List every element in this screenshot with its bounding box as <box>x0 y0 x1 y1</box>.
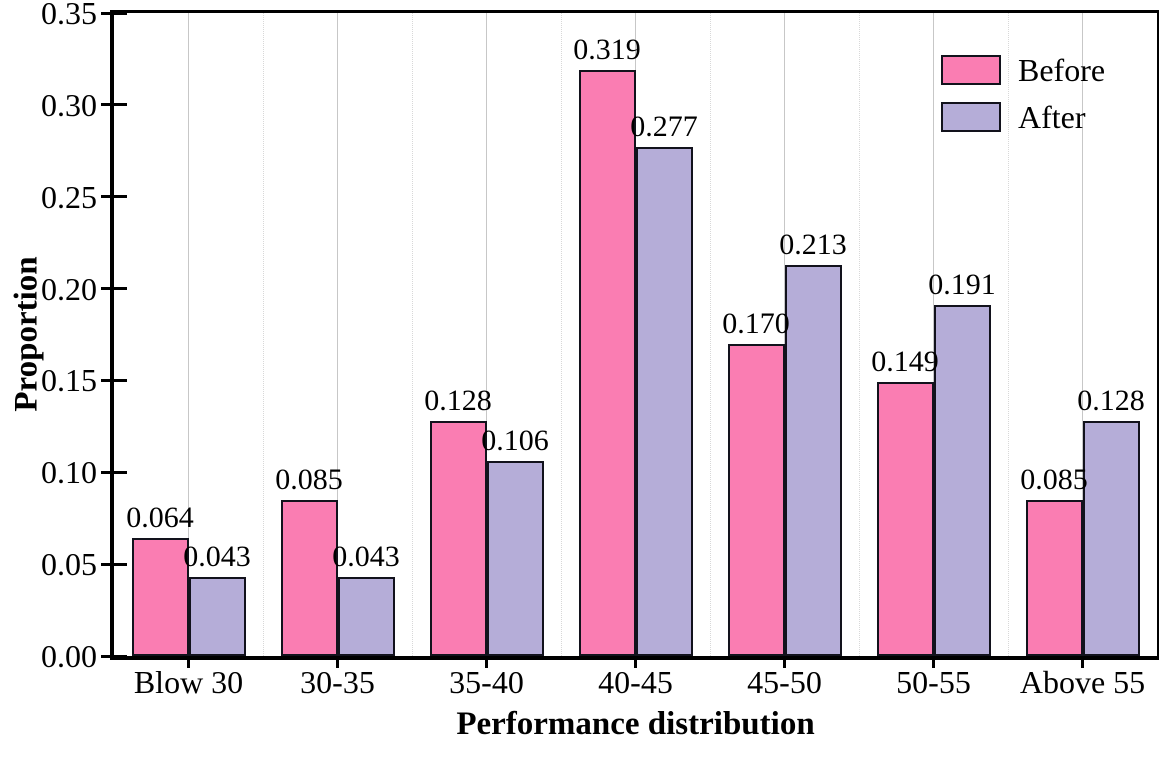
bar-before <box>131 538 189 656</box>
value-label-after: 0.106 <box>481 424 549 458</box>
legend-label-after: After <box>1018 99 1086 135</box>
value-label-after: 0.191 <box>928 268 996 302</box>
y-axis-tick <box>101 562 127 566</box>
bar-before <box>578 69 636 656</box>
value-label-before: 0.064 <box>126 501 194 535</box>
bar-after <box>188 577 246 656</box>
gridline-category-boundary <box>263 13 264 656</box>
y-axis-tick-label: 0.00 <box>41 638 97 674</box>
value-label-after: 0.213 <box>779 227 847 261</box>
gridline-category-center <box>187 13 190 656</box>
gridline-category-center <box>336 13 339 656</box>
y-axis-tick-label: 0.35 <box>41 0 97 31</box>
y-axis-tick-label: 0.25 <box>41 178 97 215</box>
legend-label-before: Before <box>1018 52 1106 88</box>
value-label-after: 0.128 <box>1077 383 1145 417</box>
y-axis-tick <box>101 470 127 474</box>
plot-area: 0.064 0.085 0.128 0.319 0.170 0.149 0.085 0.043… <box>110 10 1159 660</box>
bar-before <box>876 382 934 656</box>
value-label-before: 0.170 <box>722 306 790 340</box>
y-axis-tick <box>101 11 127 15</box>
y-axis-tick-label: 0.30 <box>41 86 97 123</box>
value-label-before: 0.085 <box>275 462 343 496</box>
bar-after <box>933 305 991 656</box>
value-label-after: 0.043 <box>332 540 400 574</box>
y-axis-tick-label: 0.15 <box>41 362 97 399</box>
y-axis-tick <box>101 378 127 382</box>
gridline-category-boundary <box>1008 13 1009 656</box>
gridline-category-center <box>485 13 488 656</box>
bar-after <box>337 577 395 656</box>
x-category-label: 50-55 <box>896 664 971 700</box>
legend-swatch-before <box>941 55 1001 85</box>
y-axis-tick-label: 0.20 <box>41 270 97 307</box>
bar-after <box>1082 420 1140 656</box>
value-label-before: 0.085 <box>1020 462 1088 496</box>
bar-after <box>784 264 842 656</box>
bar-before <box>429 420 487 656</box>
bar-before <box>280 499 338 656</box>
legend-swatch-after <box>941 102 1001 132</box>
x-axis-title: Performance distribution <box>456 706 815 742</box>
x-category-label: Blow 30 <box>133 664 244 700</box>
x-category-label: 40-45 <box>598 664 673 700</box>
bar-before <box>1025 499 1083 656</box>
y-axis-tick <box>101 195 127 199</box>
y-axis-tick <box>101 287 127 291</box>
x-category-label: 35-40 <box>449 664 524 700</box>
gridline-category-boundary <box>710 13 711 656</box>
value-label-before: 0.128 <box>424 383 492 417</box>
value-label-before: 0.319 <box>573 32 641 66</box>
value-label-after: 0.277 <box>630 110 698 144</box>
x-category-label: Above 55 <box>1019 664 1146 700</box>
x-category-label: 45-50 <box>747 664 822 700</box>
value-label-before: 0.149 <box>871 345 939 379</box>
legend: Before After <box>941 53 1105 147</box>
x-category-label: 30-35 <box>300 664 375 700</box>
legend-row-after: After <box>941 100 1105 134</box>
bar-before <box>727 343 785 656</box>
gridline-category-boundary <box>561 13 562 656</box>
y-axis-tick-label: 0.05 <box>41 546 97 583</box>
bar-after <box>486 461 544 656</box>
bar-after <box>635 147 693 656</box>
gridline-category-boundary <box>859 13 860 656</box>
legend-row-before: Before <box>941 53 1105 87</box>
y-axis-tick-label: 0.10 <box>41 454 97 491</box>
value-label-after: 0.043 <box>183 540 251 574</box>
gridline-category-center <box>932 13 935 656</box>
gridline-category-boundary <box>412 13 413 656</box>
y-axis-tick <box>101 103 127 107</box>
gridline-category-center <box>1081 13 1084 656</box>
y-axis-title: Proportion <box>8 256 45 412</box>
gridline-category-center <box>783 13 786 656</box>
